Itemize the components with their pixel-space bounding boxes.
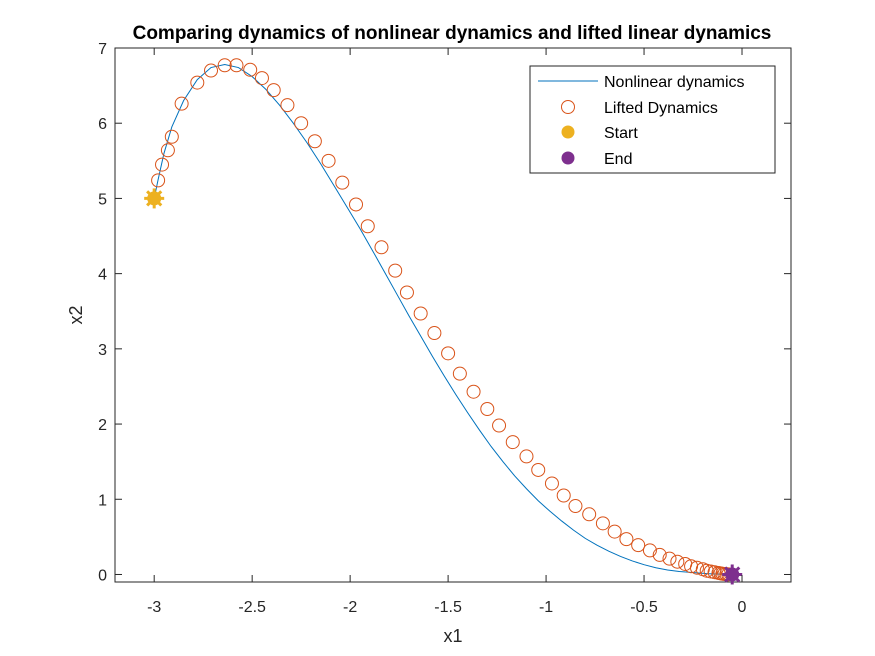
lifted-dynamics-point [670, 554, 685, 569]
lifted-dynamics-point [294, 116, 309, 131]
lifted-dynamics-point [427, 326, 442, 341]
lifted-dynamics-point [631, 538, 646, 553]
x-tick-label: -1 [539, 599, 553, 616]
y-ticks: 0 1 2 3 4 5 6 7 [98, 41, 791, 584]
lifted-dynamics-point [204, 63, 219, 78]
lifted-dynamics-point [466, 384, 481, 399]
y-axis-label: x2 [66, 305, 86, 324]
lifted-dynamics-point [619, 532, 634, 547]
y-tick-label: 3 [98, 342, 107, 359]
lifted-dynamics-point [652, 547, 667, 562]
x-tick-label: -3 [147, 599, 161, 616]
y-tick-label: 2 [98, 417, 107, 434]
legend-swatch-end [561, 151, 575, 165]
x-tick-label: -2.5 [238, 599, 266, 616]
lifted-dynamics-point [335, 175, 350, 190]
lifted-dynamics-point [266, 83, 281, 98]
lifted-dynamics-point [280, 98, 295, 113]
legend-label-nonlinear-dynamics: Nonlinear dynamics [604, 74, 745, 91]
lifted-dynamics-point [399, 285, 414, 300]
lifted-dynamics-point [217, 58, 232, 73]
lifted-dynamics-point [480, 402, 495, 417]
y-tick-label: 1 [98, 492, 107, 509]
lifted-dynamics-point [307, 134, 322, 149]
end-marker [722, 564, 743, 585]
lifted-dynamics-point [374, 240, 389, 255]
start-marker [144, 188, 165, 209]
lifted-dynamics-point [531, 462, 546, 477]
x-tick-label: 0 [738, 599, 747, 616]
legend-label-end: End [604, 151, 632, 168]
marker-layer [144, 58, 743, 585]
lifted-dynamics-point [642, 543, 657, 558]
lifted-dynamics-point [595, 516, 610, 531]
legend: Nonlinear dynamics Lifted Dynamics Start… [529, 65, 776, 174]
lifted-dynamics-point [568, 499, 583, 514]
lifted-dynamics-point [556, 488, 571, 503]
series-layer [153, 64, 729, 575]
y-tick-label: 4 [98, 267, 107, 284]
lifted-dynamics-point [689, 560, 704, 575]
x-tick-label: -0.5 [630, 599, 658, 616]
legend-swatch-lifted-dynamics [561, 100, 575, 114]
lifted-dynamics-point [441, 346, 456, 361]
lifted-dynamics-point [505, 435, 520, 450]
x-ticks: -3 -2.5 -2 -1.5 -1 -0.5 0 [147, 48, 747, 616]
lifted-dynamics-point [160, 143, 175, 158]
lifted-dynamics-point [155, 157, 170, 172]
lifted-dynamics-point [151, 173, 166, 188]
lifted-dynamics-point [388, 263, 403, 278]
legend-label-start: Start [604, 125, 638, 142]
lifted-dynamics-point [254, 71, 269, 86]
lifted-dynamics-point [492, 418, 507, 433]
x-axis-label: x1 [443, 626, 462, 646]
y-tick-label: 0 [98, 567, 107, 584]
lifted-dynamics-point [190, 75, 205, 90]
lifted-dynamics-point [662, 551, 677, 566]
lifted-dynamics-point [360, 219, 375, 234]
x-tick-label: -2 [343, 599, 357, 616]
lifted-dynamics-point [349, 197, 364, 212]
lifted-dynamics-point [174, 96, 189, 111]
lifted-dynamics-point [452, 366, 467, 381]
y-tick-label: 6 [98, 116, 107, 133]
lifted-dynamics-point [229, 58, 244, 73]
y-tick-label: 7 [98, 41, 107, 58]
lifted-dynamics-point [164, 129, 179, 144]
lifted-dynamics-point [243, 62, 258, 77]
lifted-dynamics-point [544, 476, 559, 491]
x-tick-label: -1.5 [434, 599, 462, 616]
chart-title: Comparing dynamics of nonlinear dynamics… [133, 23, 772, 44]
lifted-dynamics-point [582, 507, 597, 522]
lifted-dynamics-point [607, 524, 622, 539]
legend-swatch-start [561, 125, 575, 139]
lifted-dynamics-point [321, 153, 336, 168]
lifted-dynamics-point [413, 306, 428, 321]
series-line-nonlinear-dynamics [153, 64, 729, 575]
legend-label-lifted-dynamics: Lifted Dynamics [604, 100, 718, 117]
lifted-dynamics-point [519, 449, 534, 464]
y-tick-label: 5 [98, 191, 107, 208]
